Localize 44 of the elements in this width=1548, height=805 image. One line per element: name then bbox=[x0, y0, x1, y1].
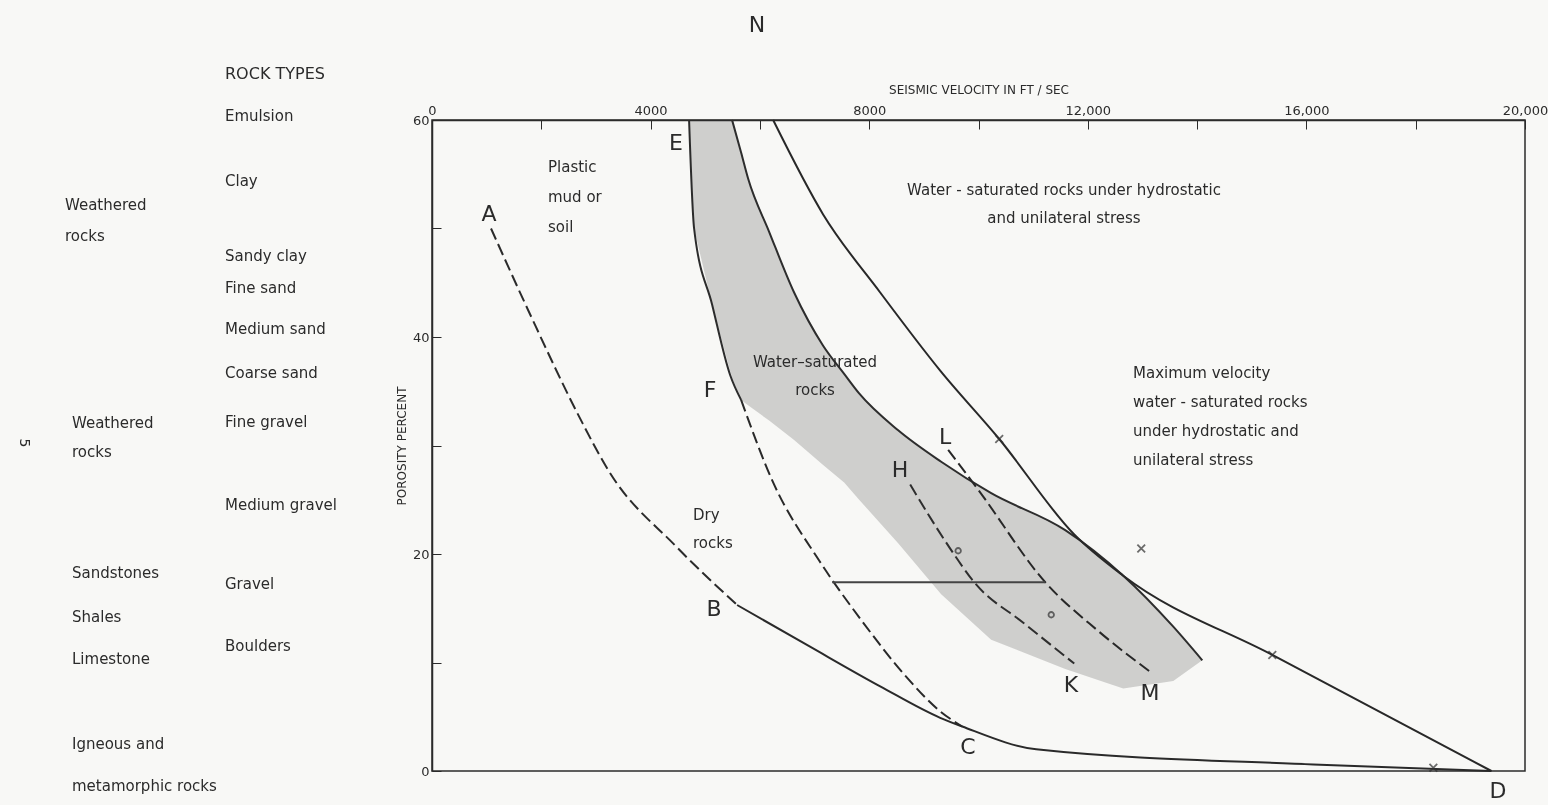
text: Limestone bbox=[72, 650, 150, 668]
x-tick-label: 16,000 bbox=[1284, 102, 1330, 118]
x-tick-label: 8000 bbox=[853, 102, 887, 118]
text: ROCK TYPES bbox=[225, 64, 325, 83]
text: N bbox=[748, 12, 766, 37]
text: Coarse sand bbox=[225, 364, 318, 382]
y-axis-title: POROSITY PERCENT bbox=[394, 385, 409, 506]
y-tick-label: 60 bbox=[412, 112, 430, 128]
text: Boulders bbox=[225, 637, 292, 655]
annotation: K bbox=[1063, 672, 1079, 697]
annotation: L bbox=[938, 424, 952, 449]
y-tick-label: 0 bbox=[421, 763, 430, 779]
annotation: B bbox=[706, 596, 722, 621]
x-tick-label: 20,000 bbox=[1502, 102, 1548, 118]
text: Medium sand bbox=[225, 320, 326, 338]
text: Sandstones bbox=[72, 564, 160, 582]
y-tick-label: 20 bbox=[412, 546, 430, 562]
annotation: A bbox=[481, 201, 497, 226]
annotation: F bbox=[703, 377, 717, 402]
text: Shales bbox=[72, 608, 122, 626]
text: Clay bbox=[225, 172, 258, 190]
text: Fine sand bbox=[225, 279, 297, 297]
text: Igneous and metamorphic rocks bbox=[72, 735, 217, 795]
annotation: Maximum velocity water - saturated rocks under hydrostatic and unilateral stress bbox=[1133, 364, 1308, 469]
text: Fine gravel bbox=[225, 413, 308, 431]
annotation: Dry rocks bbox=[693, 506, 733, 552]
x-tick-label: 4000 bbox=[634, 102, 668, 118]
annotation: H bbox=[891, 457, 909, 482]
annotation: M bbox=[1140, 680, 1160, 705]
x-axis-title: SEISMIC VELOCITY IN FT / SEC bbox=[889, 82, 1069, 97]
annotation: E bbox=[669, 130, 683, 155]
annotation: Plastic mud or soil bbox=[548, 158, 603, 236]
x-tick-label: 12,000 bbox=[1065, 102, 1112, 118]
text: Sandy clay bbox=[225, 247, 307, 265]
text: Emulsion bbox=[225, 107, 294, 125]
annotation: C bbox=[960, 734, 976, 759]
annotation: Water - saturated rocks under hydrostatic and unilateral stress bbox=[907, 181, 1221, 227]
text: 5 bbox=[17, 438, 33, 448]
text: Weathered rocks bbox=[65, 196, 147, 245]
text: Weathered rocks bbox=[72, 414, 154, 461]
y-tick-label: 40 bbox=[412, 329, 430, 345]
text: Medium gravel bbox=[225, 496, 337, 514]
text: D bbox=[1489, 778, 1507, 803]
text: Gravel bbox=[225, 575, 275, 593]
